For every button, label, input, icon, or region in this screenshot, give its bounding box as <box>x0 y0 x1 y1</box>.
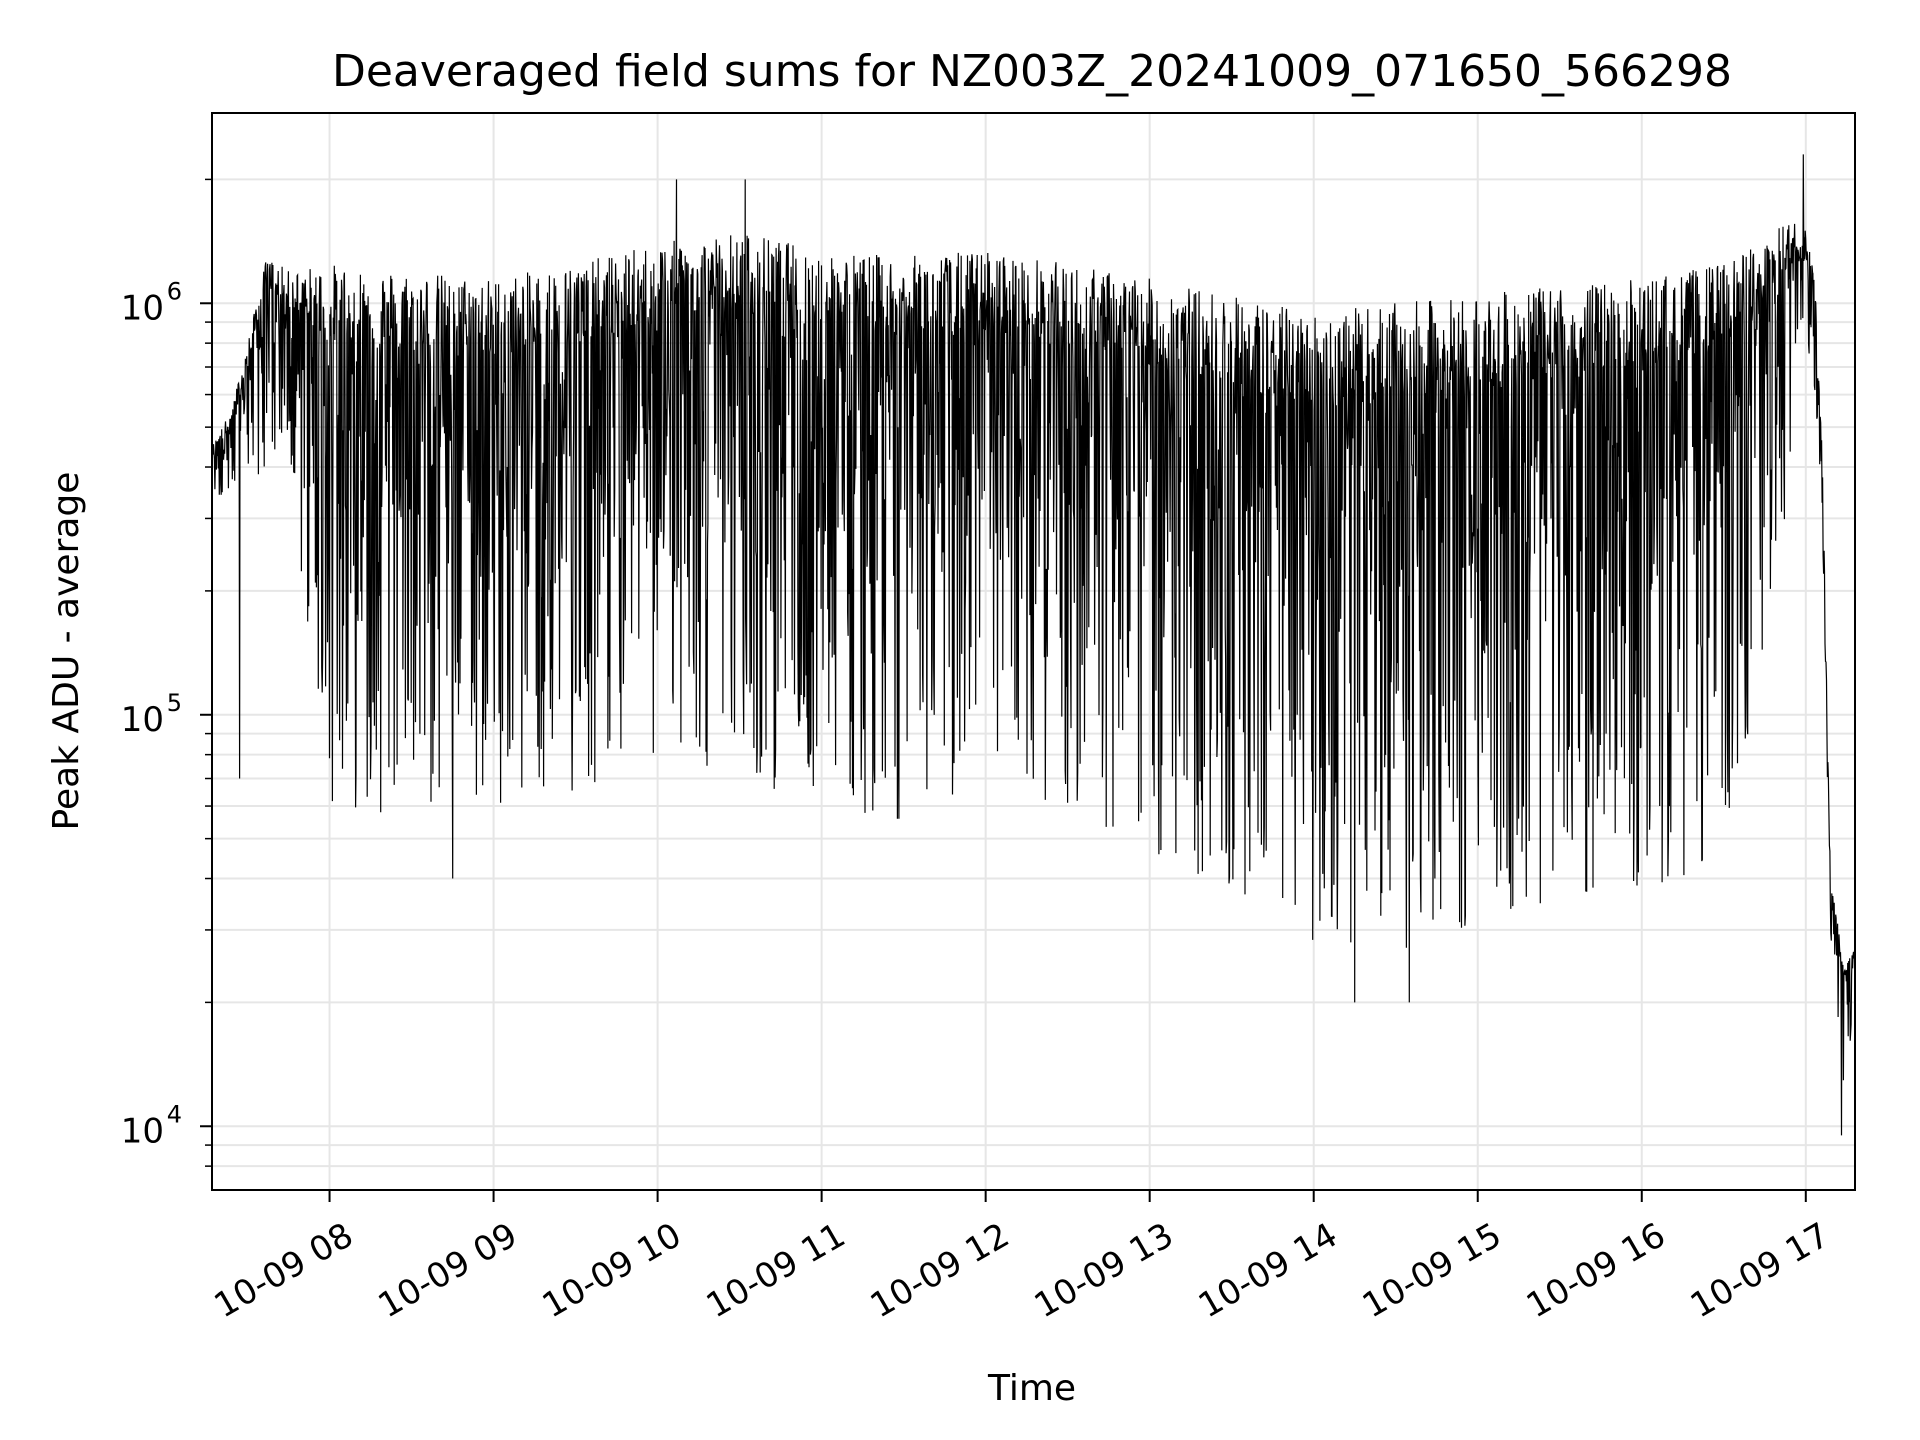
x-tick-label: 10-09 10 <box>536 1215 688 1326</box>
series-line <box>211 154 1856 1136</box>
x-tick-label: 10-09 09 <box>372 1215 524 1326</box>
x-axis-label: Time <box>987 1368 1076 1409</box>
y-tick-exponent: 5 <box>167 689 182 717</box>
y-tick-label: 10 <box>121 1111 164 1151</box>
x-tick-label: 10-09 16 <box>1520 1215 1672 1326</box>
x-axis: 10-09 08 10-09 09 10-09 10 10-09 11 10-09 12… <box>208 1190 1836 1326</box>
x-tick-label: 10-09 17 <box>1684 1215 1836 1326</box>
y-axis-label: Peak ADU - average <box>46 472 87 831</box>
x-tick-label: 10-09 08 <box>208 1215 360 1326</box>
x-tick-label: 10-09 11 <box>700 1215 852 1326</box>
x-tick-label: 10-09 14 <box>1192 1215 1344 1326</box>
x-tick-label: 10-09 13 <box>1028 1215 1180 1326</box>
chart-title: Deaveraged field sums for NZ003Z_2024100… <box>332 46 1732 97</box>
y-tick-label: 10 <box>121 288 164 328</box>
y-tick-exponent: 6 <box>167 277 182 305</box>
x-tick-label: 10-09 15 <box>1356 1215 1508 1326</box>
x-tick-label: 10-09 12 <box>864 1215 1016 1326</box>
plot-frame <box>211 112 1856 1191</box>
y-tick-exponent: 4 <box>167 1100 182 1128</box>
y-tick-label: 10 <box>121 700 164 740</box>
data-series <box>211 154 1856 1136</box>
